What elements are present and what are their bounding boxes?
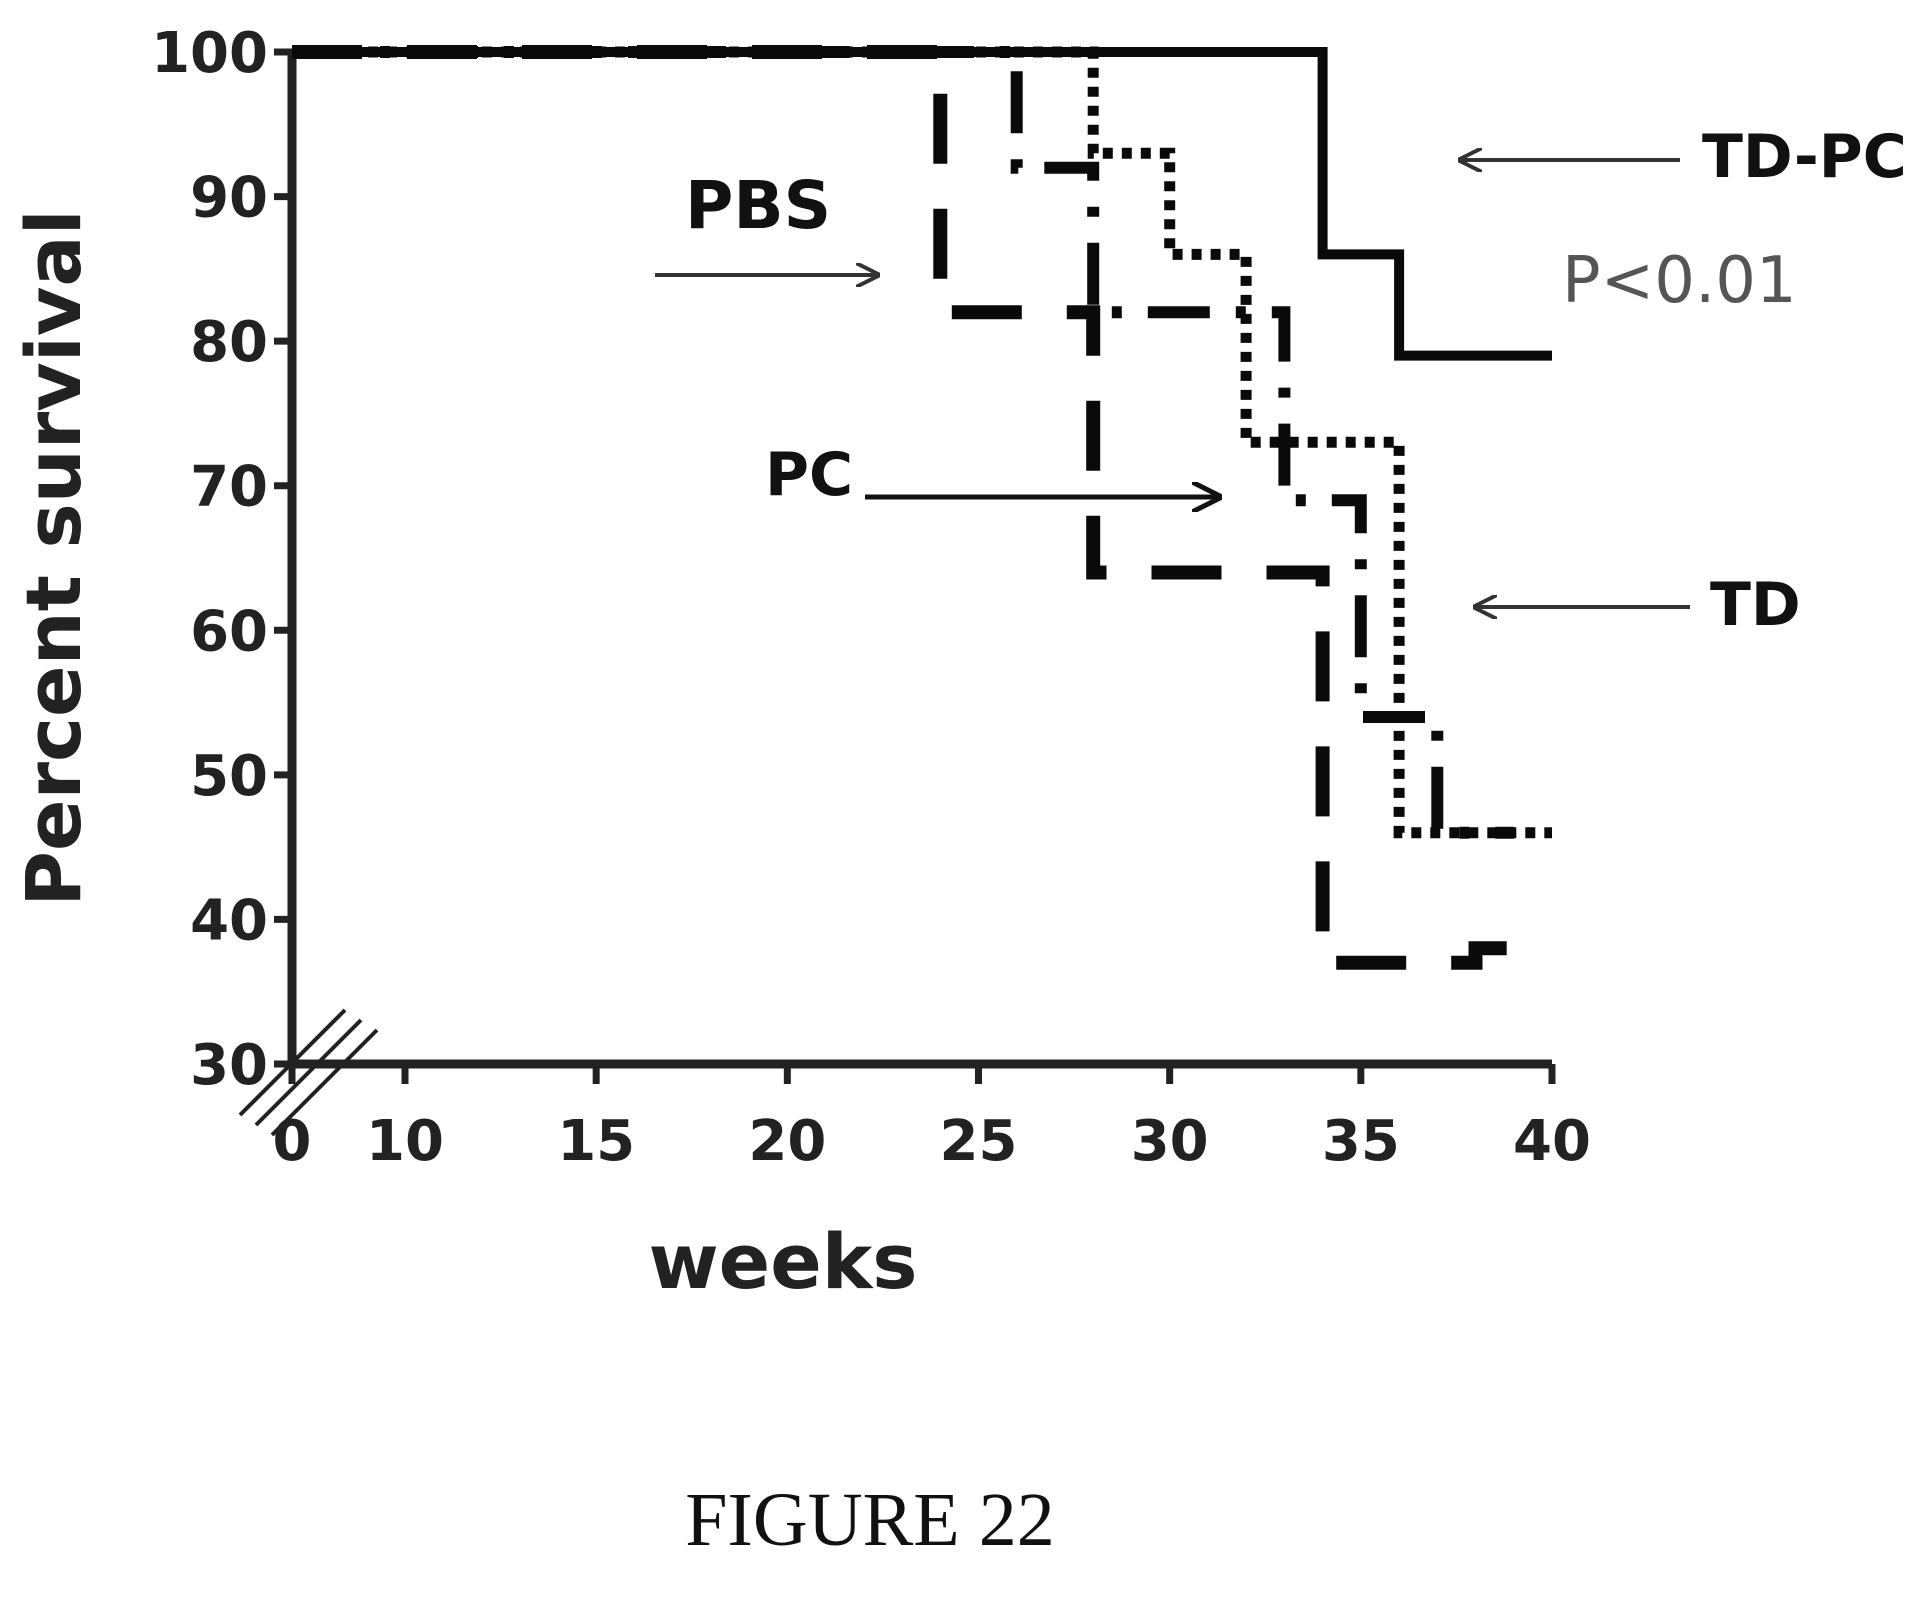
- x-tick-label: 10: [366, 1109, 444, 1174]
- y-axis-title: Percent survival: [9, 209, 98, 907]
- x-axis-title: weeks: [648, 1217, 917, 1306]
- x-tick-label: 15: [557, 1109, 635, 1174]
- axis-break-mark: [238, 1008, 347, 1117]
- annotation-td: TD: [1710, 570, 1801, 640]
- plot-axes: 30 40 50 60 70 80 90 100 0 10 15 20 25 30 35 40: [151, 21, 1591, 1174]
- y-tick-label: 90: [190, 166, 268, 231]
- axis-break-mark: [270, 1028, 379, 1137]
- y-tick-label: 60: [190, 599, 268, 664]
- y-tick-label: 70: [190, 455, 268, 520]
- series-line-pbs: [292, 45, 1514, 970]
- series-line-td-pc: [292, 47, 1552, 361]
- axis-break-mark: [254, 1018, 363, 1127]
- x-tick-label: 35: [1322, 1109, 1400, 1174]
- x-tick-label: 40: [1513, 1109, 1591, 1174]
- y-tick-label: 50: [190, 744, 268, 809]
- x-tick-label: 0: [273, 1109, 312, 1174]
- series-layer: [292, 45, 1552, 970]
- y-tick-label: 40: [190, 888, 268, 953]
- annotations: TD-PC P<0.01 PBS PC TD: [655, 122, 1907, 640]
- x-tick-label: 25: [940, 1109, 1018, 1174]
- annotation-pc: PC: [765, 440, 853, 510]
- y-tick-label: 30: [190, 1033, 268, 1098]
- x-tick-label: 30: [1131, 1109, 1209, 1174]
- annotation-pbs: PBS: [685, 167, 831, 244]
- annotation-pvalue: P<0.01: [1562, 244, 1797, 318]
- y-tick-label: 80: [190, 310, 268, 375]
- y-tick-label: 100: [151, 21, 268, 86]
- annotation-td-pc: TD-PC: [1702, 122, 1907, 192]
- x-tick-label: 20: [748, 1109, 826, 1174]
- series-line-pc: [292, 46, 1514, 839]
- figure-caption: FIGURE 22: [685, 1478, 1054, 1562]
- series-line-td: [292, 46, 1552, 839]
